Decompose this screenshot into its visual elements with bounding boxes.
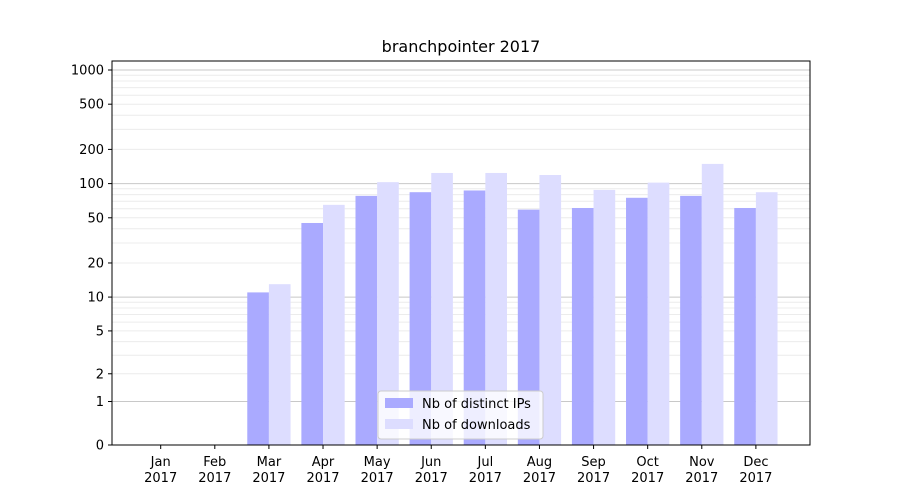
- bar-distinct-ips: [571, 207, 594, 445]
- y-tick-label: 0: [96, 439, 104, 454]
- bar-downloads: [431, 172, 453, 445]
- x-tick-label-year: 2017: [198, 471, 231, 486]
- bars: [247, 163, 778, 446]
- legend-label-downloads: Nb of downloads: [422, 418, 531, 433]
- bar-downloads: [593, 189, 616, 445]
- x-tick-label-month: May: [364, 455, 391, 470]
- y-tick-label: 10: [87, 291, 104, 306]
- y-tick-label: 1000: [71, 63, 104, 78]
- bar-distinct-ips: [355, 195, 378, 445]
- legend-label-ips: Nb of distinct IPs: [422, 397, 531, 412]
- x-tick-label-month: Nov: [689, 455, 715, 470]
- legend-swatch-downloads: [385, 419, 413, 429]
- y-tick-label: 5: [96, 324, 104, 339]
- bar-distinct-ips: [301, 222, 324, 445]
- x-tick-label-month: Jul: [477, 455, 494, 470]
- x-tick-label-year: 2017: [739, 471, 772, 486]
- x-tick-label-month: Mar: [257, 455, 282, 470]
- bar-downloads: [323, 204, 345, 445]
- x-tick-label-year: 2017: [577, 471, 610, 486]
- x-axis: Jan2017Feb2017Mar2017Apr2017May2017Jun20…: [144, 445, 772, 486]
- x-tick-label-year: 2017: [361, 471, 394, 486]
- x-tick-label-year: 2017: [523, 471, 556, 486]
- x-tick-label-month: Oct: [636, 455, 658, 470]
- bar-distinct-ips: [734, 207, 756, 445]
- bar-downloads: [755, 192, 778, 445]
- x-tick-label-year: 2017: [415, 471, 448, 486]
- x-tick-label-month: Aug: [527, 455, 552, 470]
- x-tick-label-year: 2017: [469, 471, 502, 486]
- legend-swatch-ips: [385, 398, 413, 408]
- y-tick-label: 200: [79, 143, 104, 158]
- bar-downloads: [701, 163, 724, 446]
- legend: Nb of distinct IPs Nb of downloads: [377, 390, 544, 440]
- bar-distinct-ips: [626, 197, 648, 445]
- bar-distinct-ips: [409, 192, 432, 445]
- bar-distinct-ips: [247, 292, 269, 445]
- y-tick-label: 2: [96, 367, 104, 382]
- bar-distinct-ips: [680, 195, 702, 445]
- x-tick-label-month: Sep: [581, 455, 606, 470]
- x-tick-label-month: Feb: [203, 455, 226, 470]
- chart-title: branchpointer 2017: [382, 37, 541, 56]
- y-tick-label: 50: [87, 211, 104, 226]
- bar-downloads: [268, 284, 291, 445]
- y-tick-label: 20: [87, 256, 104, 271]
- bar-downloads: [539, 175, 562, 446]
- y-tick-label: 1: [96, 395, 104, 410]
- x-tick-label-month: Jun: [420, 455, 441, 470]
- x-tick-label-month: Apr: [312, 455, 335, 470]
- x-tick-label-month: Dec: [743, 455, 768, 470]
- y-tick-label: 100: [79, 177, 104, 192]
- bar-downloads: [377, 182, 399, 445]
- x-tick-label-year: 2017: [631, 471, 664, 486]
- x-tick-label-year: 2017: [144, 471, 177, 486]
- plot-frame: [111, 60, 811, 446]
- bar-downloads: [647, 182, 670, 445]
- x-tick-label-month: Jan: [150, 455, 171, 470]
- x-tick-label-year: 2017: [252, 471, 285, 486]
- y-tick-label: 500: [79, 98, 104, 113]
- y-axis: 0 1 2 5 10 20 50 100 200 500 1000: [71, 63, 112, 454]
- x-tick-label-year: 2017: [306, 471, 339, 486]
- bar-distinct-ips: [463, 190, 486, 445]
- x-tick-label-year: 2017: [685, 471, 718, 486]
- legend-box: [377, 390, 544, 440]
- bar-downloads: [485, 172, 507, 445]
- bar-distinct-ips: [517, 209, 540, 445]
